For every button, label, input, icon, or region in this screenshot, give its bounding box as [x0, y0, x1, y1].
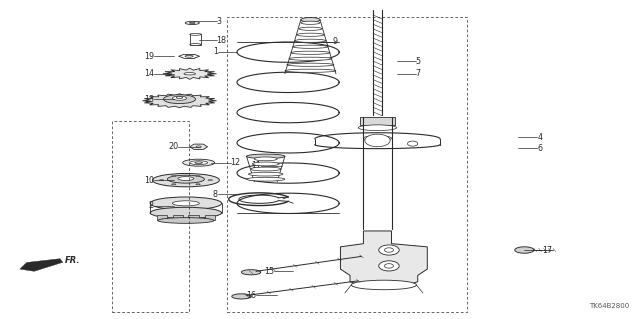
Ellipse shape — [189, 33, 201, 35]
Ellipse shape — [250, 167, 281, 171]
Ellipse shape — [164, 95, 195, 104]
Text: 10: 10 — [144, 176, 154, 185]
Text: 18: 18 — [216, 36, 227, 45]
Polygon shape — [241, 270, 260, 275]
Text: 15: 15 — [264, 267, 274, 276]
Ellipse shape — [246, 154, 285, 159]
Circle shape — [365, 134, 390, 147]
Bar — [157, 215, 167, 220]
Text: FR.: FR. — [65, 256, 80, 265]
Circle shape — [385, 264, 394, 268]
Ellipse shape — [351, 280, 417, 290]
Ellipse shape — [150, 197, 221, 210]
Text: 5: 5 — [416, 56, 421, 65]
Ellipse shape — [297, 33, 324, 36]
Ellipse shape — [285, 69, 336, 72]
Ellipse shape — [295, 39, 326, 42]
Ellipse shape — [252, 162, 279, 166]
Ellipse shape — [172, 175, 176, 176]
Text: 19: 19 — [144, 52, 154, 61]
Polygon shape — [163, 68, 216, 79]
Text: 16: 16 — [246, 291, 256, 300]
Text: 17: 17 — [542, 246, 552, 255]
Ellipse shape — [196, 175, 200, 176]
Ellipse shape — [159, 180, 164, 181]
Ellipse shape — [176, 97, 182, 99]
Ellipse shape — [291, 51, 330, 54]
Ellipse shape — [287, 63, 334, 66]
Circle shape — [408, 141, 418, 146]
Polygon shape — [20, 259, 63, 271]
Ellipse shape — [246, 177, 285, 181]
Text: 4: 4 — [537, 133, 542, 142]
Ellipse shape — [196, 146, 201, 148]
Ellipse shape — [173, 201, 199, 206]
Text: 20: 20 — [168, 142, 178, 151]
Text: 2: 2 — [149, 201, 154, 210]
Text: 11: 11 — [252, 161, 261, 170]
Ellipse shape — [289, 57, 332, 60]
Ellipse shape — [185, 56, 193, 57]
Text: 3: 3 — [216, 17, 221, 26]
Ellipse shape — [299, 27, 322, 30]
Ellipse shape — [172, 184, 176, 185]
Text: 1: 1 — [213, 47, 218, 56]
Ellipse shape — [358, 125, 397, 130]
Ellipse shape — [150, 207, 221, 219]
Bar — [173, 215, 183, 220]
Ellipse shape — [248, 172, 283, 176]
Ellipse shape — [189, 161, 207, 165]
Ellipse shape — [178, 177, 194, 181]
Text: 12: 12 — [230, 158, 241, 167]
Ellipse shape — [208, 180, 212, 181]
Ellipse shape — [182, 159, 214, 166]
Ellipse shape — [196, 184, 200, 185]
Ellipse shape — [184, 72, 195, 75]
Ellipse shape — [158, 218, 214, 223]
Ellipse shape — [189, 44, 201, 46]
Ellipse shape — [173, 96, 186, 100]
Circle shape — [379, 261, 399, 271]
Polygon shape — [232, 294, 251, 299]
Circle shape — [379, 245, 399, 255]
Text: 8: 8 — [213, 190, 218, 199]
Bar — [188, 215, 198, 220]
Polygon shape — [515, 247, 534, 253]
Ellipse shape — [168, 175, 204, 183]
Text: TK64B2800: TK64B2800 — [589, 303, 630, 309]
Text: 9: 9 — [333, 38, 338, 47]
Ellipse shape — [254, 157, 277, 161]
Ellipse shape — [293, 45, 328, 48]
Ellipse shape — [364, 136, 392, 141]
Text: 14: 14 — [144, 69, 154, 78]
Bar — [205, 215, 215, 220]
Bar — [360, 117, 395, 124]
Circle shape — [385, 248, 394, 252]
Ellipse shape — [195, 162, 202, 163]
Ellipse shape — [301, 18, 320, 22]
Ellipse shape — [185, 21, 199, 25]
Polygon shape — [143, 94, 216, 108]
Ellipse shape — [301, 21, 320, 24]
Bar — [189, 34, 201, 45]
Ellipse shape — [189, 22, 195, 24]
Polygon shape — [189, 144, 207, 150]
Text: 13: 13 — [144, 95, 154, 104]
Ellipse shape — [152, 174, 220, 187]
Text: 7: 7 — [416, 69, 421, 78]
Text: 6: 6 — [537, 144, 542, 153]
Polygon shape — [340, 231, 428, 288]
